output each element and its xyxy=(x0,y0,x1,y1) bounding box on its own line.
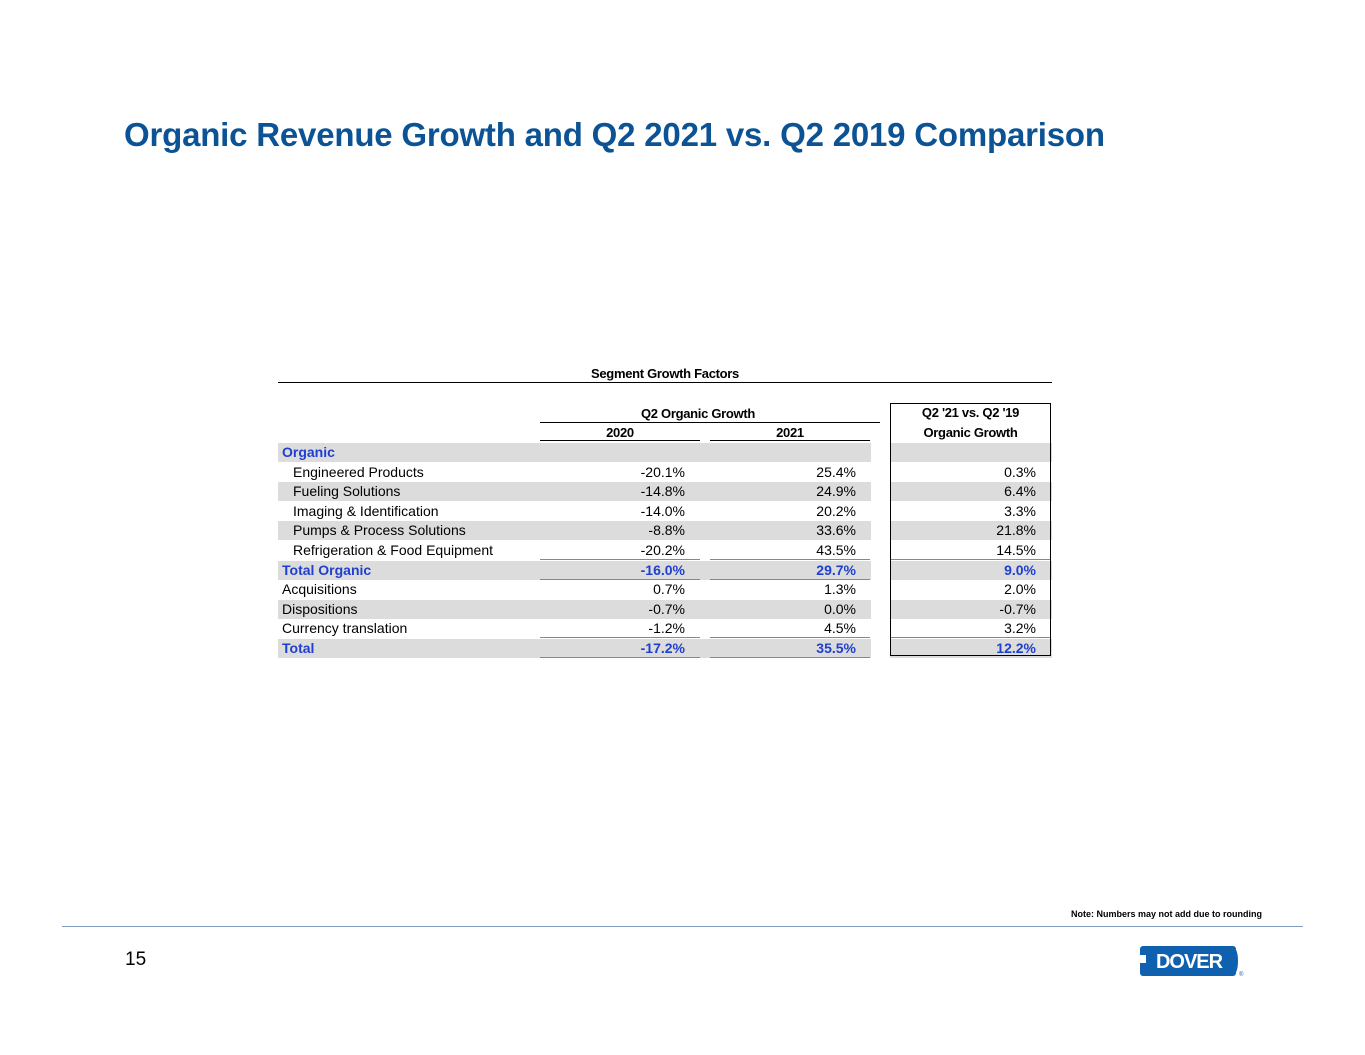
subtotal-rule xyxy=(710,578,870,580)
table-row: Imaging & Identification -14.0% 20.2% 3.3% xyxy=(278,502,1052,521)
subtotal-rule xyxy=(710,657,870,658)
row-label: Currency translation xyxy=(282,620,408,637)
group-header-rule xyxy=(540,422,880,423)
table-row: Currency translation -1.2% 4.5% 3.2% xyxy=(278,619,1052,639)
cell-comp: 9.0% xyxy=(1004,561,1036,578)
row-shading-gap xyxy=(871,521,890,541)
cell-v2021: 20.2% xyxy=(816,502,856,519)
dover-logo: DOVER ® xyxy=(1138,946,1244,978)
table-row: Dispositions -0.7% 0.0% -0.7% xyxy=(278,599,1052,619)
row-label: Fueling Solutions xyxy=(293,483,401,500)
svg-text:®: ® xyxy=(1239,971,1244,978)
row-shading xyxy=(278,443,1052,462)
column-header-2021: 2021 xyxy=(776,425,804,440)
cell-v2020: -1.2% xyxy=(648,620,685,637)
cell-v2021: 1.3% xyxy=(824,581,856,598)
cell-v2021 xyxy=(710,443,856,462)
cell-comp: 3.3% xyxy=(1004,502,1036,519)
cell-comp: 21.8% xyxy=(996,522,1036,539)
row-label: Total xyxy=(282,640,315,656)
column-2021-rule xyxy=(710,440,870,441)
comparison-header-line1: Q2 '21 vs. Q2 '19 xyxy=(921,405,1020,420)
cell-v2021: 35.5% xyxy=(816,640,856,656)
row-shading xyxy=(278,560,1052,580)
row-label: Total Organic xyxy=(282,561,372,578)
row-shading xyxy=(278,599,1052,619)
page-number: 15 xyxy=(125,949,147,970)
cell-v2021: 29.7% xyxy=(816,561,856,578)
row-shading xyxy=(278,521,1052,541)
subtotal-rule xyxy=(540,578,700,580)
cell-comp: 3.2% xyxy=(1004,620,1036,637)
page-title: Organic Revenue Growth and Q2 2021 vs. Q… xyxy=(124,116,1105,153)
cell-v2020: -8.8% xyxy=(648,522,685,539)
table-row: Pumps & Process Solutions -8.8% 33.6% 21.8% xyxy=(278,521,1052,541)
comparison-header-line2: Organic Growth xyxy=(923,425,1018,440)
cell-v2020: -20.1% xyxy=(640,463,685,480)
row-label: Refrigeration & Food Equipment xyxy=(293,542,493,558)
cell-comp: 2.0% xyxy=(1004,581,1036,598)
cell-v2020: -14.8% xyxy=(640,483,685,500)
cell-v2020: -0.7% xyxy=(648,600,685,617)
cell-comp: 0.3% xyxy=(1004,463,1036,480)
column-header-2020: 2020 xyxy=(606,425,634,440)
cell-comp: 14.5% xyxy=(996,542,1036,558)
row-shading xyxy=(278,639,1052,658)
row-shading-gap xyxy=(871,599,890,619)
table-row: Acquisitions 0.7% 1.3% 2.0% xyxy=(278,580,1052,599)
subtotal-rule xyxy=(890,559,1051,560)
subtotal-rule xyxy=(540,657,700,658)
table-row: Engineered Products -20.1% 25.4% 0.3% xyxy=(278,463,1052,482)
cell-v2020: 0.7% xyxy=(653,581,685,598)
row-label: Imaging & Identification xyxy=(293,502,439,519)
cell-v2020: -17.2% xyxy=(640,640,685,656)
subtotal-rule xyxy=(710,637,870,639)
cell-v2020: -14.0% xyxy=(640,502,685,519)
row-shading-gap xyxy=(871,560,890,580)
cell-v2021: 25.4% xyxy=(816,463,856,480)
rounding-note: Note: Numbers may not add due to roundin… xyxy=(1071,909,1262,919)
row-label: Engineered Products xyxy=(293,463,424,480)
footer-divider xyxy=(62,926,1303,927)
table-title: Segment Growth Factors xyxy=(591,366,739,381)
cell-v2021: 33.6% xyxy=(816,522,856,539)
row-label: Organic xyxy=(282,444,335,460)
row-shading-gap xyxy=(871,443,890,462)
subtotal-rule xyxy=(890,637,1051,639)
cell-comp: 12.2% xyxy=(996,640,1036,656)
table-row: Refrigeration & Food Equipment -20.2% 43.5… xyxy=(278,541,1052,560)
cell-v2021: 0.0% xyxy=(824,600,856,617)
cell-comp: -0.7% xyxy=(999,600,1036,617)
logo-wordmark: DOVER xyxy=(1156,951,1224,973)
table-row: Total Organic -16.0% 29.7% 9.0% xyxy=(278,560,1052,580)
column-2020-rule xyxy=(540,440,700,441)
cell-v2021: 43.5% xyxy=(816,542,856,558)
subtotal-rule xyxy=(540,637,700,639)
table-row: Organic xyxy=(278,443,1052,462)
cell-v2020: -16.0% xyxy=(640,561,685,578)
row-label: Pumps & Process Solutions xyxy=(293,522,466,539)
subtotal-rule xyxy=(540,559,700,560)
cell-v2020: -20.2% xyxy=(640,542,685,558)
cell-v2021: 24.9% xyxy=(816,483,856,500)
comparison-column-box xyxy=(890,403,1051,656)
table-row: Fueling Solutions -14.8% 24.9% 6.4% xyxy=(278,482,1052,502)
group-header-q2-organic-growth: Q2 Organic Growth xyxy=(640,406,756,421)
table-row: Total -17.2% 35.5% 12.2% xyxy=(278,639,1052,658)
row-shading-gap xyxy=(871,482,890,502)
row-shading xyxy=(278,482,1052,502)
row-shading-gap xyxy=(871,639,890,658)
segment-growth-table: Segment Growth Factors Q2 Organic Growth… xyxy=(278,364,1052,664)
cell-v2020 xyxy=(540,443,685,462)
row-label: Acquisitions xyxy=(282,581,357,598)
cell-v2021: 4.5% xyxy=(824,620,856,637)
cell-comp: 6.4% xyxy=(1004,483,1036,500)
row-label: Dispositions xyxy=(282,600,358,617)
table-title-rule xyxy=(278,382,1052,383)
subtotal-rule xyxy=(710,559,870,560)
